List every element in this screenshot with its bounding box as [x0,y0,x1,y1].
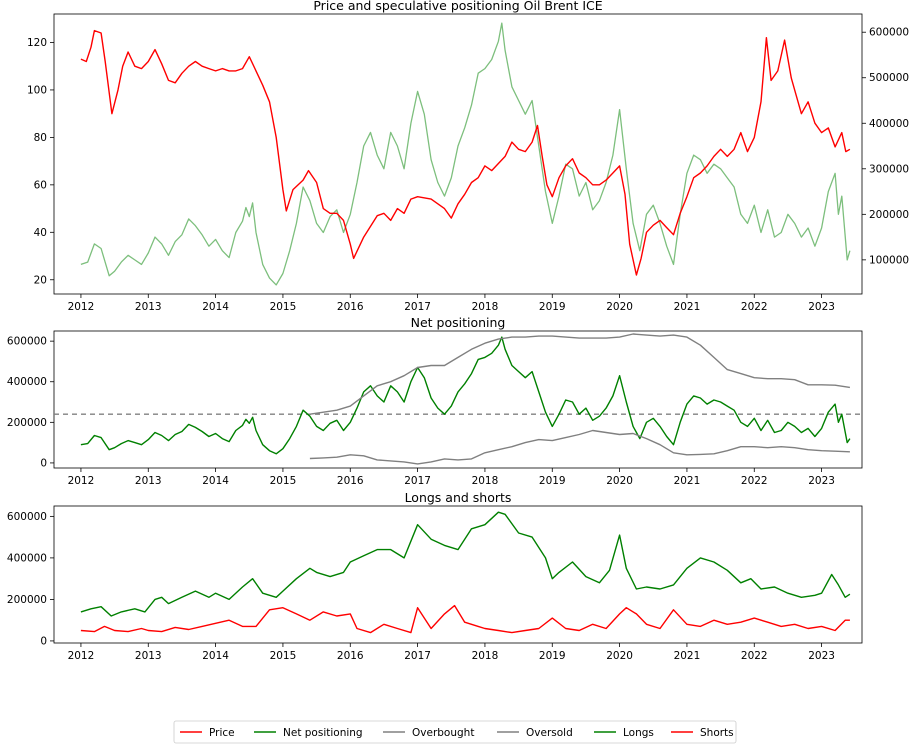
x-tick-label-2-0: 2012 [68,650,95,662]
series-group-1-0 [80,336,851,455]
series-line-0-1 [80,22,851,286]
x-tick-label-1-8: 2020 [606,475,633,487]
x-tick-label-2-11: 2023 [808,650,835,662]
x-tick-label-2-8: 2020 [606,650,633,662]
legend-label-5: Shorts [700,727,734,739]
x-tick-label-0-1: 2013 [135,301,162,313]
x-tick-label-0-9: 2021 [674,301,701,313]
y-right-tick-label-0-0: 100000 [869,254,909,266]
x-tick-label-0-0: 2012 [68,301,95,313]
x-tick-label-0-3: 2015 [270,301,297,313]
y-tick-label-2-3: 600000 [7,511,47,523]
y-tick-label-1-3: 600000 [7,336,47,348]
y-tick-label-2-0: 0 [40,635,47,647]
x-tick-label-1-0: 2012 [68,475,95,487]
y-tick-label-0-2: 60 [34,179,47,191]
x-tick-label-1-6: 2018 [472,475,499,487]
series-line-2-0 [80,511,851,617]
panel-title-1: Net positioning [411,315,506,330]
x-tick-label-1-9: 2021 [674,475,701,487]
x-tick-label-2-7: 2019 [539,650,566,662]
y-tick-label-2-2: 400000 [7,552,47,564]
x-tick-label-0-6: 2018 [472,301,499,313]
y-tick-label-2-1: 200000 [7,594,47,606]
x-tick-label-1-11: 2023 [808,475,835,487]
panel-frame-0 [53,13,863,295]
y-tick-label-0-4: 100 [27,84,47,96]
y-right-tick-label-0-2: 300000 [869,163,909,175]
x-tick-label-2-3: 2015 [270,650,297,662]
series-group-1-2 [309,429,850,465]
x-tick-label-0-2: 2014 [202,301,229,313]
panel-title-0: Price and speculative positioning Oil Br… [313,0,602,13]
x-tick-label-0-7: 2019 [539,301,566,313]
y-right-tick-label-0-4: 500000 [869,72,909,84]
x-tick-label-2-1: 2013 [135,650,162,662]
series-line-0-0 [80,29,851,276]
panel-frame-1 [53,330,863,469]
series-group-2-0 [80,511,851,617]
legend-label-3: Oversold [526,727,573,739]
panel-title-2: Longs and shorts [405,490,512,505]
legend-label-2: Overbought [412,727,474,739]
x-tick-label-2-4: 2016 [337,650,364,662]
series-group-1-1 [309,333,851,415]
legend-label-1: Net positioning [283,727,363,739]
y-tick-label-1-0: 0 [40,457,47,469]
series-group-0-0 [80,29,851,276]
x-tick-label-2-6: 2018 [472,650,499,662]
series-group-0-1 [80,22,851,286]
x-tick-label-1-2: 2014 [202,475,229,487]
legend-label-4: Longs [623,727,654,739]
y-tick-label-1-2: 400000 [7,376,47,388]
y-tick-label-0-3: 80 [34,132,47,144]
x-tick-label-2-10: 2022 [741,650,768,662]
x-tick-label-1-5: 2017 [404,475,431,487]
x-tick-label-1-3: 2015 [270,475,297,487]
y-right-tick-label-0-5: 600000 [869,27,909,39]
series-line-1-1 [309,333,851,415]
panel-frame-2 [53,505,863,644]
x-tick-label-1-7: 2019 [539,475,566,487]
y-right-tick-label-0-1: 200000 [869,209,909,221]
legend-label-0: Price [209,727,235,739]
x-tick-label-1-1: 2013 [135,475,162,487]
x-tick-label-0-5: 2017 [404,301,431,313]
x-tick-label-0-10: 2022 [741,301,768,313]
x-tick-label-1-10: 2022 [741,475,768,487]
x-tick-label-0-8: 2020 [606,301,633,313]
y-tick-label-0-1: 40 [34,227,47,239]
y-tick-label-0-5: 120 [27,37,47,49]
x-tick-label-1-4: 2016 [337,475,364,487]
x-tick-label-2-2: 2014 [202,650,229,662]
series-group-2-1 [80,604,850,634]
series-line-2-1 [80,604,850,634]
y-tick-label-0-0: 20 [34,274,47,286]
x-tick-label-2-5: 2017 [404,650,431,662]
y-right-tick-label-0-3: 400000 [869,118,909,130]
y-tick-label-1-1: 200000 [7,417,47,429]
x-tick-label-2-9: 2021 [674,650,701,662]
legend-box [173,720,737,744]
x-tick-label-0-4: 2016 [337,301,364,313]
series-line-1-2 [309,429,850,465]
x-tick-label-0-11: 2023 [808,301,835,313]
series-line-1-0 [80,336,851,455]
